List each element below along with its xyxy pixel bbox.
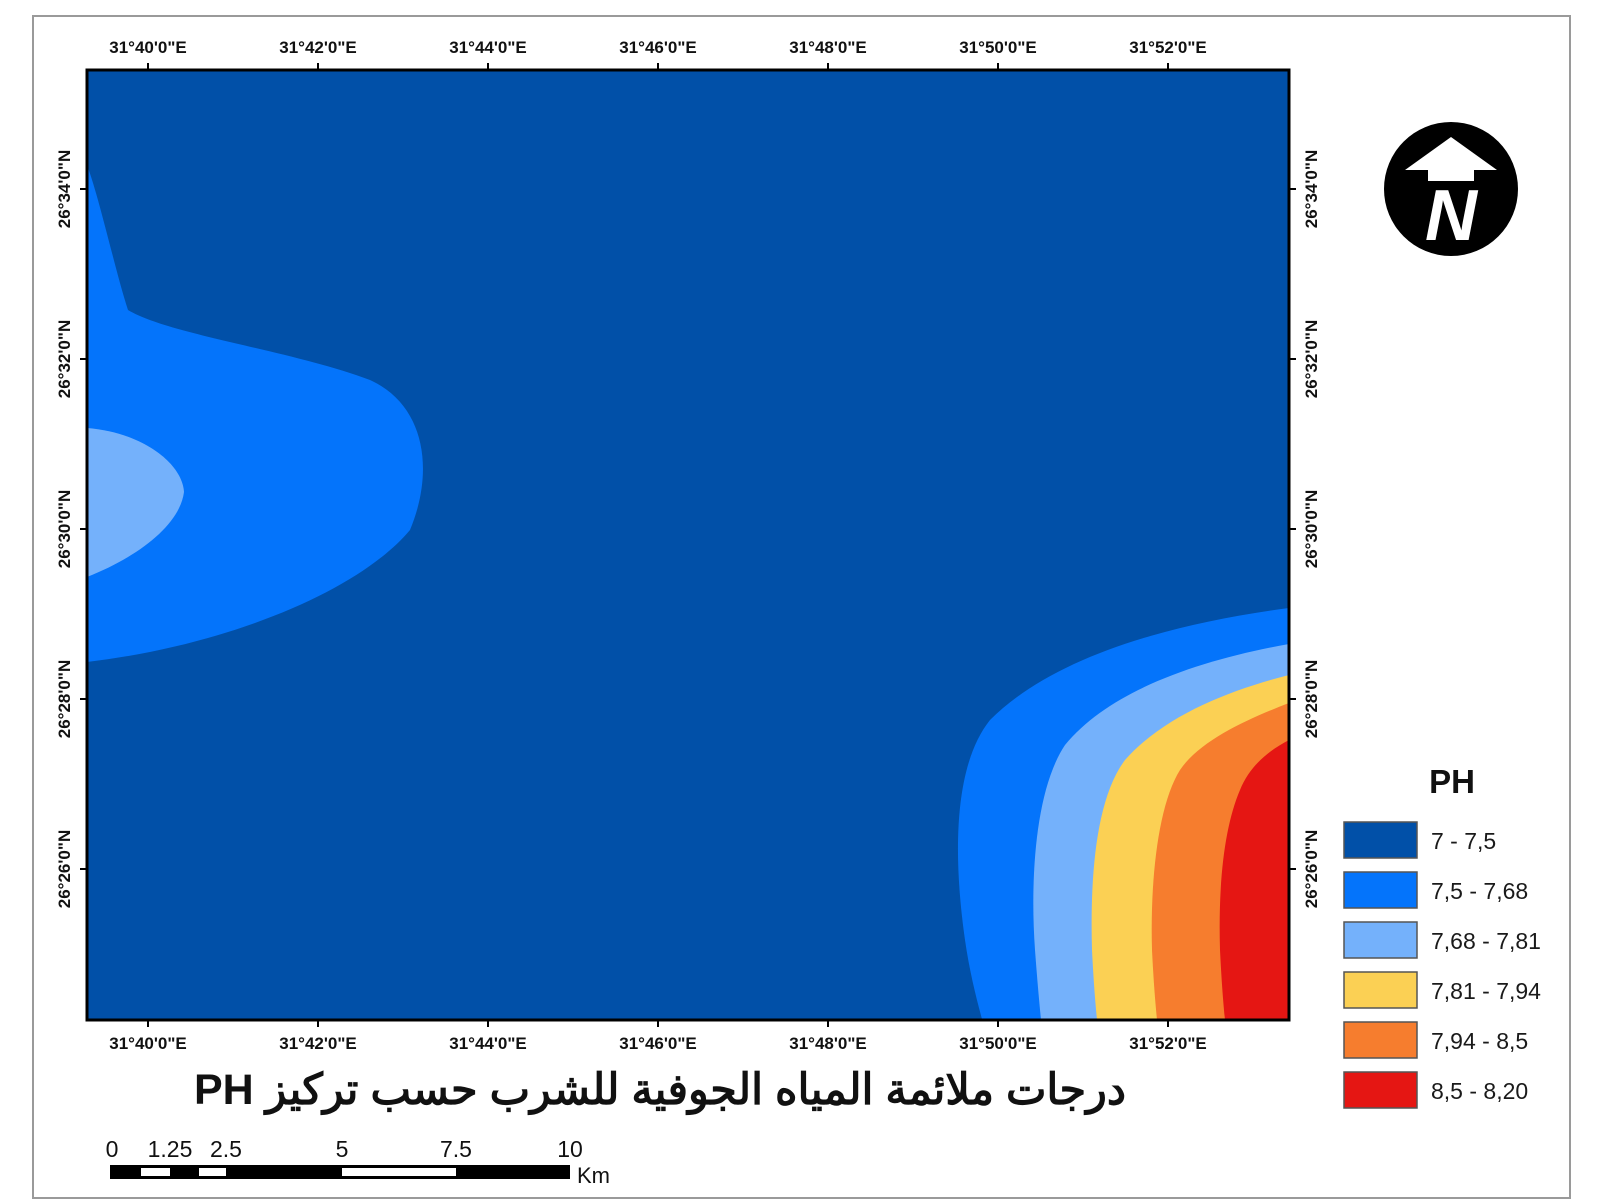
- top-longitude-ticks: 31°40'0"E 31°42'0"E 31°44'0"E 31°46'0"E 31°4…: [109, 38, 1207, 70]
- legend-label: 7,81 - 7,94: [1431, 978, 1541, 1004]
- scale-label: 2.5: [210, 1136, 242, 1162]
- bottom-longitude-ticks: 31°40'0"E 31°42'0"E 31°44'0"E 31°46'0"E 31°4…: [109, 1020, 1207, 1053]
- legend-label: 8,5 - 8,20: [1431, 1078, 1528, 1104]
- legend-title: PH: [1429, 763, 1475, 800]
- left-latitude-ticks: 26°34'0"N 26°32'0"N 26°30'0"N 26°28'0"N 26°2…: [55, 150, 87, 908]
- latitude-tick-label: 26°28'0"N: [55, 660, 74, 738]
- longitude-tick-label: 31°42'0"E: [279, 38, 357, 57]
- longitude-tick-label: 31°44'0"E: [449, 38, 527, 57]
- legend-swatch: [1343, 921, 1418, 959]
- legend-label: 7,5 - 7,68: [1431, 878, 1528, 904]
- north-arrow-icon: [1405, 137, 1497, 181]
- latitude-tick-label: 26°34'0"N: [1302, 150, 1321, 228]
- longitude-tick-label: 31°48'0"E: [789, 38, 867, 57]
- scale-segment: [342, 1168, 456, 1176]
- scale-bar-outline: [110, 1165, 570, 1179]
- longitude-tick-label: 31°40'0"E: [109, 38, 187, 57]
- latitude-tick-label: 26°34'0"N: [55, 150, 74, 228]
- longitude-tick-label: 31°52'0"E: [1129, 1034, 1207, 1053]
- latitude-tick-label: 26°32'0"N: [55, 320, 74, 398]
- scale-label: 5: [336, 1136, 349, 1162]
- longitude-tick-label: 31°40'0"E: [109, 1034, 187, 1053]
- scale-label: 0: [106, 1136, 119, 1162]
- longitude-tick-label: 31°46'0"E: [619, 38, 697, 57]
- north-arrow-circle: [1384, 122, 1518, 256]
- longitude-tick-label: 31°50'0"E: [959, 1034, 1037, 1053]
- north-arrow-letter: N: [1425, 176, 1479, 256]
- scale-unit: Km: [577, 1163, 610, 1188]
- longitude-tick-label: 31°48'0"E: [789, 1034, 867, 1053]
- legend-swatch: [1343, 971, 1418, 1009]
- legend: PH 7 - 7,5 7,5 - 7,68 7,68 - 7,81 7,81 - 7,…: [1343, 763, 1541, 1109]
- right-latitude-ticks: 26°34'0"N 26°32'0"N 26°30'0"N 26°28'0"N 26°2…: [1289, 150, 1321, 908]
- map-title: درجات ملائمة المياه الجوفية للشرب حسب تر…: [194, 1066, 1126, 1116]
- zone-8.5-8.20-southeast: [1219, 740, 1289, 1020]
- scale-label: 7.5: [440, 1136, 472, 1162]
- scale-label: 1.25: [148, 1136, 193, 1162]
- zone-7.5-7.68-west: [87, 165, 423, 662]
- latitude-tick-label: 26°28'0"N: [1302, 660, 1321, 738]
- legend-swatch: [1343, 871, 1418, 909]
- longitude-tick-label: 31°50'0"E: [959, 38, 1037, 57]
- longitude-tick-label: 31°44'0"E: [449, 1034, 527, 1053]
- legend-swatch: [1343, 1021, 1418, 1059]
- zone-7.68-7.81-west: [87, 428, 184, 577]
- scale-segment: [199, 1168, 226, 1176]
- latitude-tick-label: 26°26'0"N: [55, 830, 74, 908]
- longitude-tick-label: 31°42'0"E: [279, 1034, 357, 1053]
- longitude-tick-label: 31°46'0"E: [619, 1034, 697, 1053]
- latitude-tick-label: 26°32'0"N: [1302, 320, 1321, 398]
- legend-label: 7,68 - 7,81: [1431, 928, 1541, 954]
- legend-swatch: [1343, 821, 1418, 859]
- page-border: [32, 15, 1571, 1199]
- legend-swatch: [1343, 1071, 1418, 1109]
- latitude-tick-label: 26°26'0"N: [1302, 830, 1321, 908]
- legend-label: 7,94 - 8,5: [1431, 1028, 1528, 1054]
- scale-label: 10: [557, 1136, 583, 1162]
- latitude-tick-label: 26°30'0"N: [1302, 490, 1321, 568]
- scale-bar: 0 1.25 2.5 5 7.5 10 Km: [106, 1136, 610, 1188]
- latitude-tick-label: 26°30'0"N: [55, 490, 74, 568]
- north-arrow: N: [1384, 122, 1518, 256]
- map-frame: [87, 70, 1289, 1020]
- longitude-tick-label: 31°52'0"E: [1129, 38, 1207, 57]
- legend-label: 7 - 7,5: [1431, 828, 1496, 854]
- scale-segment: [141, 1168, 170, 1176]
- map-frame-border: [85, 68, 1291, 1022]
